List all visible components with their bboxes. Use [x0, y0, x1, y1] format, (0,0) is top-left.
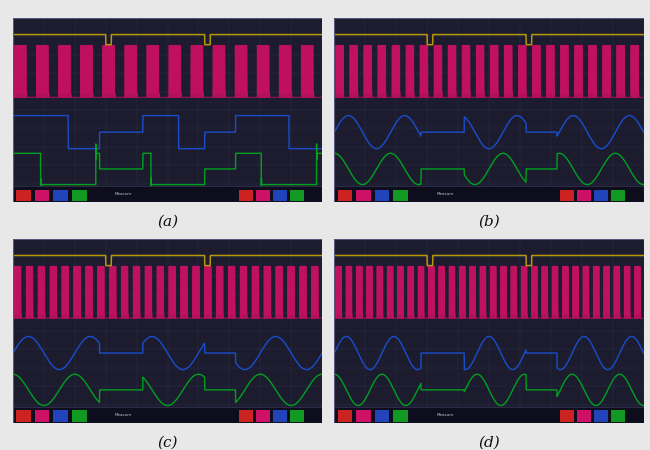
Bar — [16, 189, 31, 201]
Bar — [356, 189, 371, 201]
Bar — [374, 189, 389, 201]
Bar — [393, 410, 408, 422]
Text: Measure: Measure — [115, 413, 133, 417]
Bar — [577, 189, 591, 201]
Bar — [335, 407, 644, 423]
Bar — [16, 410, 31, 422]
Bar — [72, 189, 86, 201]
Text: (b): (b) — [478, 215, 500, 229]
Text: (d): (d) — [478, 436, 500, 450]
Bar — [393, 189, 408, 201]
Bar — [272, 189, 287, 201]
Bar — [53, 189, 68, 201]
Text: (a): (a) — [157, 215, 178, 229]
Bar — [13, 186, 322, 202]
Bar — [272, 410, 287, 422]
Bar — [356, 410, 371, 422]
Bar — [611, 189, 625, 201]
Bar — [34, 410, 49, 422]
Bar — [577, 410, 591, 422]
Bar — [34, 189, 49, 201]
Bar — [335, 186, 644, 202]
Text: Measure: Measure — [115, 192, 133, 196]
Bar — [255, 189, 270, 201]
Text: Measure: Measure — [436, 192, 454, 196]
Bar — [239, 410, 253, 422]
Bar — [290, 410, 304, 422]
Bar — [374, 410, 389, 422]
Text: (c): (c) — [157, 436, 178, 450]
Bar — [594, 189, 608, 201]
Bar — [337, 410, 352, 422]
Bar — [337, 189, 352, 201]
Bar — [560, 189, 574, 201]
Bar — [611, 410, 625, 422]
Bar — [72, 410, 86, 422]
Bar — [560, 410, 574, 422]
Bar — [239, 189, 253, 201]
Bar — [290, 189, 304, 201]
Bar — [594, 410, 608, 422]
Bar — [53, 410, 68, 422]
Text: Measure: Measure — [436, 413, 454, 417]
Bar — [13, 407, 322, 423]
Bar — [255, 410, 270, 422]
